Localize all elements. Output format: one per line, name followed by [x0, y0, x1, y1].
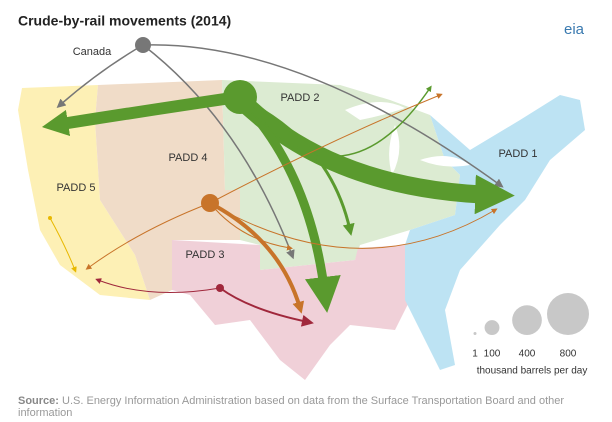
- flow: [209, 202, 498, 249]
- logo: eia: [564, 21, 585, 38]
- footer: Source: U.S. Energy Information Administ…: [18, 395, 598, 419]
- legend-label: 400: [519, 349, 536, 360]
- map-chart: Crude-by-rail movements (2014) eia Canad…: [18, 13, 589, 380]
- legend-circle: [484, 320, 500, 335]
- legend: 1 100 400 800: [472, 293, 589, 360]
- legend-unit: thousand barrels per day: [477, 366, 588, 377]
- region-label: PADD 2: [281, 92, 320, 104]
- region-label: Canada: [73, 46, 112, 58]
- legend-label: 1: [472, 349, 478, 360]
- flow: [56, 44, 144, 108]
- flows: [41, 44, 515, 327]
- flow: [142, 44, 504, 188]
- legend-circle: [547, 293, 589, 335]
- flow: [209, 93, 443, 204]
- padd3-region: [172, 240, 410, 380]
- region-label: PADD 1: [499, 148, 538, 160]
- origin: [216, 284, 224, 292]
- origin: [201, 194, 219, 212]
- lake: [345, 101, 470, 175]
- padd4-region: [95, 80, 240, 300]
- flow: [41, 91, 239, 136]
- flow: [49, 217, 77, 273]
- legend-circle: [512, 305, 542, 335]
- legend-label: 100: [484, 349, 501, 360]
- origin: [48, 216, 52, 220]
- title: Crude-by-rail movements (2014): [18, 13, 231, 29]
- legend-label: 800: [560, 349, 577, 360]
- flow: [219, 287, 314, 327]
- source: U.S. Energy Information Administration b…: [18, 395, 565, 419]
- flow: [142, 44, 295, 260]
- region-label: PADD 3: [186, 249, 225, 261]
- flow: [237, 85, 432, 158]
- region-label: PADD 5: [57, 182, 96, 194]
- flow: [209, 201, 305, 314]
- origin: [135, 37, 151, 53]
- flow: [95, 278, 221, 293]
- origin: [223, 80, 257, 114]
- flow: [85, 202, 211, 270]
- padd5-region: [18, 85, 150, 300]
- source-label: Source:: [18, 395, 59, 407]
- flow: [209, 202, 293, 251]
- region-label: PADD 4: [169, 152, 208, 164]
- legend-circle: [473, 332, 477, 335]
